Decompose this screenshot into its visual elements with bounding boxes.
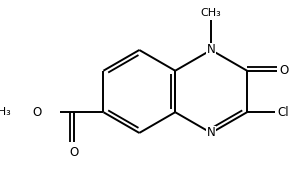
- Text: Cl: Cl: [277, 106, 289, 119]
- Text: O: O: [32, 106, 41, 119]
- Text: N: N: [207, 126, 215, 139]
- Text: N: N: [207, 44, 215, 56]
- Text: O: O: [69, 146, 78, 159]
- Text: O: O: [280, 64, 289, 77]
- Text: CH₃: CH₃: [0, 107, 11, 117]
- Text: CH₃: CH₃: [201, 8, 222, 18]
